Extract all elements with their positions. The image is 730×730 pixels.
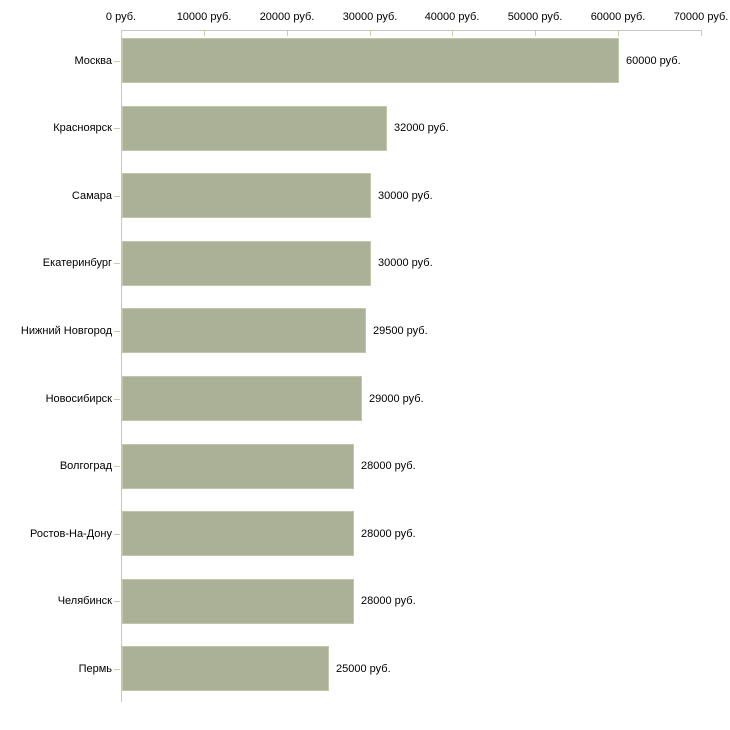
y-axis-line <box>121 30 122 702</box>
x-axis-tick-label: 60000 руб. <box>590 11 646 23</box>
bar-value-label: 25000 руб. <box>336 663 391 675</box>
category-label: Волгоград <box>59 460 112 472</box>
x-axis-tick <box>370 30 371 36</box>
bar <box>122 376 362 421</box>
bar <box>122 579 354 624</box>
bar <box>122 241 371 286</box>
bar-value-label: 29500 руб. <box>373 325 428 337</box>
bar <box>122 173 371 218</box>
x-axis-tick <box>701 30 702 36</box>
bar <box>122 106 387 151</box>
x-axis-tick-label: 70000 руб. <box>673 11 729 23</box>
bar-value-label: 28000 руб. <box>361 528 416 540</box>
y-axis-tick <box>114 196 120 197</box>
category-label: Нижний Новгород <box>20 325 112 337</box>
category-label: Пермь <box>78 663 112 675</box>
x-axis-tick-label: 40000 руб. <box>424 11 480 23</box>
x-axis-line <box>121 30 701 31</box>
bar-value-label: 28000 руб. <box>361 595 416 607</box>
bar <box>122 38 619 83</box>
x-axis-tick-label: 0 руб. <box>105 11 137 23</box>
bar-value-label: 60000 руб. <box>626 55 681 67</box>
bar-value-label: 28000 руб. <box>361 460 416 472</box>
bar <box>122 646 329 691</box>
y-axis-tick <box>114 399 120 400</box>
category-label: Ростов-На-Дону <box>29 528 112 540</box>
y-axis-tick <box>114 601 120 602</box>
category-label: Челябинск <box>57 595 112 607</box>
x-axis-tick <box>287 30 288 36</box>
x-axis-tick-label: 20000 руб. <box>259 11 315 23</box>
x-axis-tick-label: 30000 руб. <box>342 11 398 23</box>
category-label: Екатеринбург <box>42 257 112 269</box>
category-label: Красноярск <box>53 122 112 134</box>
x-axis-tick <box>204 30 205 36</box>
y-axis-tick <box>114 331 120 332</box>
category-label: Новосибирск <box>45 393 112 405</box>
bar-value-label: 32000 руб. <box>394 122 449 134</box>
x-axis-tick <box>452 30 453 36</box>
x-axis-tick <box>535 30 536 36</box>
x-axis-tick-label: 10000 руб. <box>176 11 232 23</box>
y-axis-tick <box>114 263 120 264</box>
category-label: Москва <box>74 55 112 67</box>
y-axis-tick <box>114 61 120 62</box>
bar <box>122 444 354 489</box>
bar-value-label: 30000 руб. <box>378 190 433 202</box>
y-axis-tick <box>114 669 120 670</box>
y-axis-tick <box>114 534 120 535</box>
y-axis-tick <box>114 128 120 129</box>
bar-value-label: 29000 руб. <box>369 393 424 405</box>
x-axis-tick <box>121 30 122 36</box>
category-label: Самара <box>71 190 112 202</box>
bar-value-label: 30000 руб. <box>378 257 433 269</box>
x-axis-tick <box>618 30 619 36</box>
x-axis-tick-label: 50000 руб. <box>507 11 563 23</box>
bar <box>122 308 366 353</box>
bar <box>122 511 354 556</box>
y-axis-tick <box>114 466 120 467</box>
